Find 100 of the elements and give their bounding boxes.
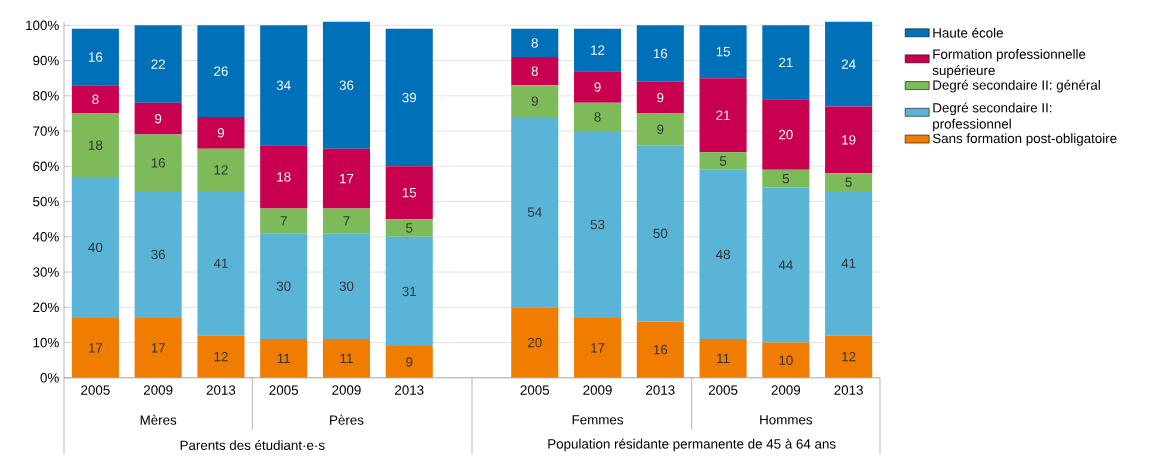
data-label: 17: [88, 343, 103, 353]
bar: [699, 25, 747, 79]
data-label: 21: [779, 57, 793, 68]
bar: [511, 117, 559, 308]
data-label: 5: [719, 156, 727, 166]
x-tick-label: 2009: [771, 385, 801, 395]
data-label: 17: [591, 343, 605, 353]
data-label: 48: [715, 249, 730, 260]
data-label: 8: [531, 38, 538, 48]
bar: [71, 28, 119, 86]
bar: [134, 134, 182, 192]
data-label: 15: [716, 47, 730, 57]
data-label: 5: [845, 177, 852, 187]
x-tick-label: 2013: [395, 385, 424, 395]
bar: [511, 57, 559, 86]
data-label: 18: [88, 140, 103, 151]
data-label: 16: [151, 158, 165, 168]
data-label: 22: [151, 59, 165, 69]
data-label: 44: [778, 260, 793, 270]
bar: [197, 191, 245, 336]
text: Femmes: [572, 415, 624, 425]
data-label: 41: [841, 258, 856, 268]
text: Pères: [330, 414, 364, 425]
data-label: 12: [591, 45, 605, 55]
y-tick-label: 40%: [32, 232, 59, 242]
data-label: 20: [528, 337, 542, 348]
bar: [762, 25, 810, 100]
data-label: 19: [842, 135, 856, 145]
data-label: 7: [343, 216, 350, 226]
data-label: 21: [716, 110, 730, 120]
text: Mères: [140, 414, 177, 425]
data-label: 16: [88, 52, 103, 62]
bar: [636, 321, 684, 378]
bar: [699, 169, 747, 340]
data-label: 30: [339, 281, 354, 292]
bar: [71, 177, 119, 318]
bar: [511, 85, 559, 118]
bar: [636, 25, 684, 82]
data-label: 9: [155, 114, 162, 124]
bar: [825, 21, 873, 107]
legend-label: Formation professionnelle supérieure: [932, 49, 1086, 78]
x-tick-label: 2009: [143, 385, 173, 395]
bar: [385, 166, 433, 220]
bar: [511, 307, 559, 378]
bar: [260, 233, 308, 340]
data-label: 9: [657, 92, 664, 103]
bar: [825, 173, 873, 192]
y-tick-label: 70%: [33, 126, 59, 136]
data-label: 15: [402, 188, 417, 198]
data-label: 8: [92, 94, 99, 105]
bar: [825, 106, 873, 174]
data-label: 9: [406, 357, 413, 367]
x-tick-label: 2009: [583, 385, 612, 395]
data-label: 11: [717, 353, 730, 364]
data-label: 9: [594, 82, 601, 92]
bar: [197, 25, 245, 118]
legend-label: Sans formation post-obligatoire: [932, 133, 1117, 146]
bar: [197, 148, 245, 192]
bar: [385, 346, 433, 378]
bar: [825, 335, 873, 378]
data-label: 10: [779, 355, 793, 366]
x-tick-label: 2005: [708, 385, 738, 395]
bar: [574, 28, 622, 72]
y-tick-label: 10%: [33, 337, 59, 348]
y-tick-label: 20%: [33, 302, 59, 313]
y-tick-label: 0%: [40, 373, 59, 383]
bar: [385, 219, 433, 237]
legend-label: Degré secondaire II: général: [933, 79, 1100, 93]
bar: [134, 318, 182, 378]
data-label: 36: [339, 80, 354, 91]
data-label: 12: [842, 352, 856, 362]
data-label: 9: [657, 124, 664, 135]
x-tick-label: 2005: [81, 385, 110, 395]
data-label: 7: [280, 216, 287, 226]
bar: [636, 81, 684, 114]
text: Population résidante permanente de 45 à 64 ans: [548, 438, 836, 452]
data-label: 26: [214, 66, 228, 76]
data-label: 11: [277, 353, 290, 364]
data-label: 24: [841, 59, 856, 69]
bar: [260, 145, 308, 209]
x-tick-label: 2013: [834, 385, 863, 395]
bar: [385, 28, 433, 167]
data-label: 12: [214, 165, 228, 175]
data-label: 16: [653, 345, 668, 355]
bar: [574, 131, 622, 318]
text: Hommes: [760, 415, 813, 425]
legend-label: Haute école: [933, 27, 1003, 38]
bar: [699, 152, 747, 170]
legend-label: Degré secondaire II: professionnel: [933, 102, 1052, 132]
y-tick-label: 60%: [33, 161, 59, 172]
data-label: 5: [782, 174, 790, 184]
data-label: 17: [340, 174, 354, 184]
data-label: 5: [406, 223, 413, 233]
bar: [71, 113, 119, 178]
bar: [574, 71, 622, 103]
data-label: 17: [151, 343, 165, 353]
x-tick-label: 2013: [646, 385, 675, 395]
text: Parents des étudiant·e·s: [180, 440, 325, 451]
bar: [134, 191, 182, 318]
y-tick-label: 100%: [26, 20, 59, 31]
